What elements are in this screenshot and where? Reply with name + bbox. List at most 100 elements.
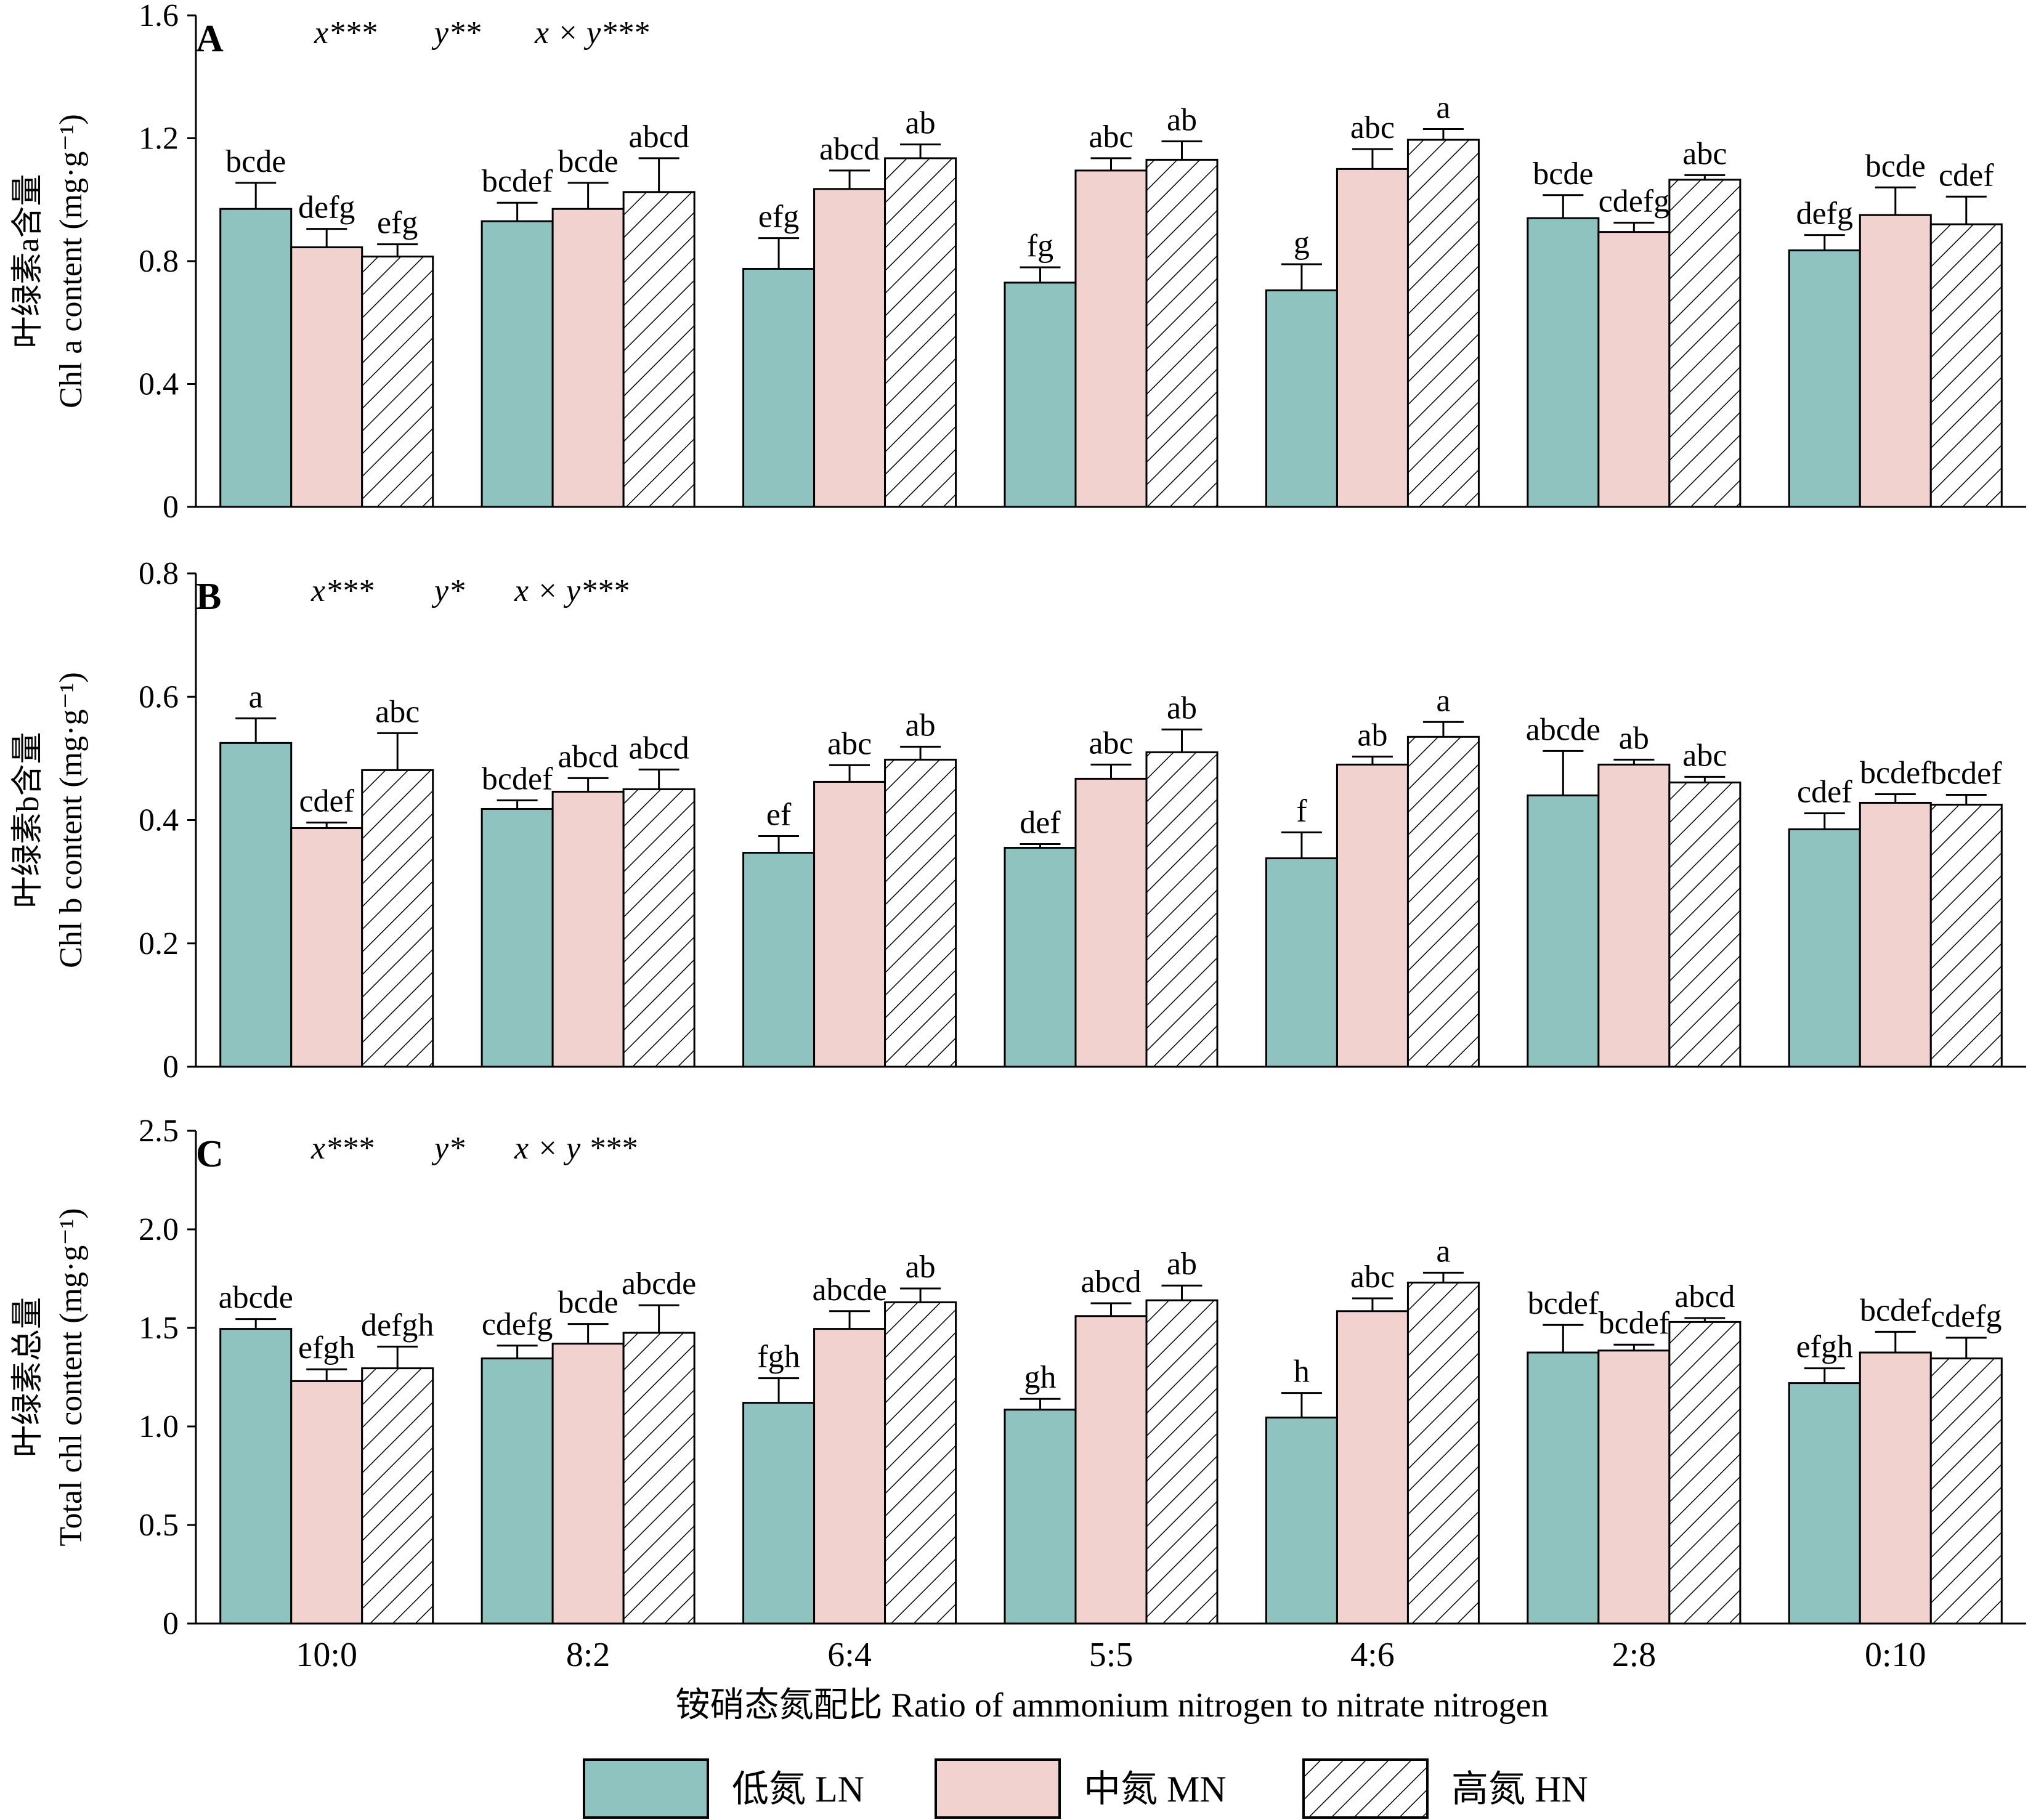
- bar: [290, 827, 363, 1068]
- y-tick-label: 0.2: [139, 926, 179, 961]
- bar: [1004, 1409, 1077, 1625]
- stat-annotation: x × y***: [514, 573, 628, 609]
- x-tick-label: 10:0: [296, 1636, 357, 1674]
- significance-letter: bcdef: [1931, 756, 2002, 791]
- bar: [1788, 828, 1861, 1068]
- stat-annotation: x***: [310, 1131, 373, 1166]
- bar: [1597, 231, 1671, 508]
- significance-letter: ab: [1357, 718, 1387, 753]
- bar: [1145, 1299, 1219, 1625]
- bar: [622, 191, 696, 508]
- bar: [1527, 217, 1600, 508]
- bar: [1668, 179, 1742, 508]
- significance-letter: efg: [377, 206, 418, 241]
- significance-letter: ab: [1619, 721, 1649, 756]
- y-tick-label: 0.5: [139, 1508, 179, 1543]
- x-axis-label: 铵硝态氮配比 Ratio of ammonium nitrogen to nit…: [676, 1686, 1549, 1725]
- bar: [290, 1380, 363, 1625]
- significance-letter: defgh: [361, 1308, 434, 1343]
- significance-letter: abc: [827, 726, 872, 761]
- legend: 低氮 LN 中氮 MN 高氮 HN: [583, 1758, 1588, 1819]
- bar: [622, 788, 696, 1068]
- bar: [884, 758, 957, 1068]
- significance-letter: a: [1436, 1234, 1450, 1269]
- bar: [361, 769, 434, 1068]
- significance-letter: cdef: [299, 784, 354, 819]
- y-tick-label: 1.5: [139, 1311, 179, 1346]
- y-tick-label: 1.0: [139, 1409, 179, 1444]
- bar: [1074, 777, 1148, 1068]
- significance-letter: bcde: [558, 1285, 619, 1321]
- significance-letter: efgh: [298, 1330, 355, 1365]
- significance-letter: abcde: [219, 1280, 293, 1316]
- stat-annotation: y**: [431, 15, 481, 51]
- x-tick-label: 5:5: [1089, 1636, 1134, 1674]
- bar: [884, 1301, 957, 1625]
- significance-letter: ab: [906, 1250, 936, 1285]
- x-tick-label: 4:6: [1350, 1636, 1395, 1674]
- significance-letter: abcde: [622, 1266, 696, 1301]
- significance-letter: cdef: [1797, 774, 1852, 809]
- significance-letter: defg: [298, 190, 355, 225]
- y-tick-label: 0: [163, 490, 179, 525]
- significance-letter: abcd: [1081, 1264, 1141, 1300]
- y-tick-label: 0.4: [139, 367, 179, 402]
- significance-letter: cdefg: [1599, 184, 1669, 219]
- legend-swatch: [583, 1758, 709, 1819]
- bar: [551, 790, 625, 1068]
- significance-letter: cdefg: [1931, 1299, 2002, 1334]
- bar: [813, 1328, 886, 1625]
- stat-annotation: x × y***: [534, 15, 649, 51]
- bar: [1597, 763, 1671, 1068]
- significance-letter: a: [1436, 683, 1450, 718]
- bar: [622, 1332, 696, 1625]
- bar: [1004, 847, 1077, 1068]
- significance-letter: abcd: [1674, 1279, 1735, 1314]
- significance-letter: abc: [1350, 1260, 1395, 1295]
- bar: [219, 1328, 293, 1625]
- significance-letter: cdef: [1939, 158, 1994, 193]
- bar: [1788, 1382, 1861, 1625]
- significance-letter: abcd: [629, 119, 689, 155]
- bar: [813, 780, 886, 1068]
- bar: [1859, 1351, 1932, 1625]
- significance-letter: ab: [1167, 690, 1197, 726]
- y-axis-label-en: Total chl content (mg·g⁻¹): [54, 1208, 89, 1546]
- bar: [1336, 168, 1409, 508]
- x-tick-label: 2:8: [1612, 1636, 1657, 1674]
- significance-letter: abc: [1350, 110, 1395, 145]
- significance-letter: bcde: [558, 144, 619, 179]
- y-tick-label: 0.8: [139, 556, 179, 591]
- y-tick-label: 0: [163, 1050, 179, 1085]
- y-axis-label-en: Chl b content (mg·g⁻¹): [54, 672, 89, 968]
- significance-letter: bcde: [225, 144, 286, 179]
- significance-letter: ab: [906, 708, 936, 743]
- significance-letter: abc: [375, 694, 420, 729]
- significance-letter: bcdef: [1860, 1293, 1931, 1328]
- bar: [361, 1367, 434, 1625]
- significance-letter: bcdef: [1860, 755, 1931, 790]
- significance-letter: abcd: [629, 730, 689, 766]
- significance-letter: abcde: [812, 1272, 886, 1308]
- bar: [1265, 1417, 1338, 1625]
- stat-annotation: y*: [431, 573, 464, 609]
- stat-annotation: y*: [431, 1131, 464, 1166]
- significance-letter: g: [1294, 225, 1310, 261]
- bar: [219, 742, 293, 1068]
- bar: [551, 1343, 625, 1625]
- legend-swatch: [1302, 1758, 1429, 1819]
- significance-letter: abc: [1682, 738, 1727, 773]
- significance-letter: fg: [1027, 229, 1053, 264]
- bar: [742, 1402, 816, 1625]
- significance-letter: def: [1020, 806, 1061, 841]
- y-tick-label: 2.5: [139, 1114, 179, 1149]
- y-tick-label: 2.0: [139, 1212, 179, 1247]
- y-tick-label: 0.6: [139, 679, 179, 714]
- significance-letter: bcde: [1865, 148, 1926, 184]
- y-tick-label: 0.4: [139, 803, 179, 838]
- panel-label: B: [196, 576, 221, 618]
- bar: [1265, 289, 1338, 508]
